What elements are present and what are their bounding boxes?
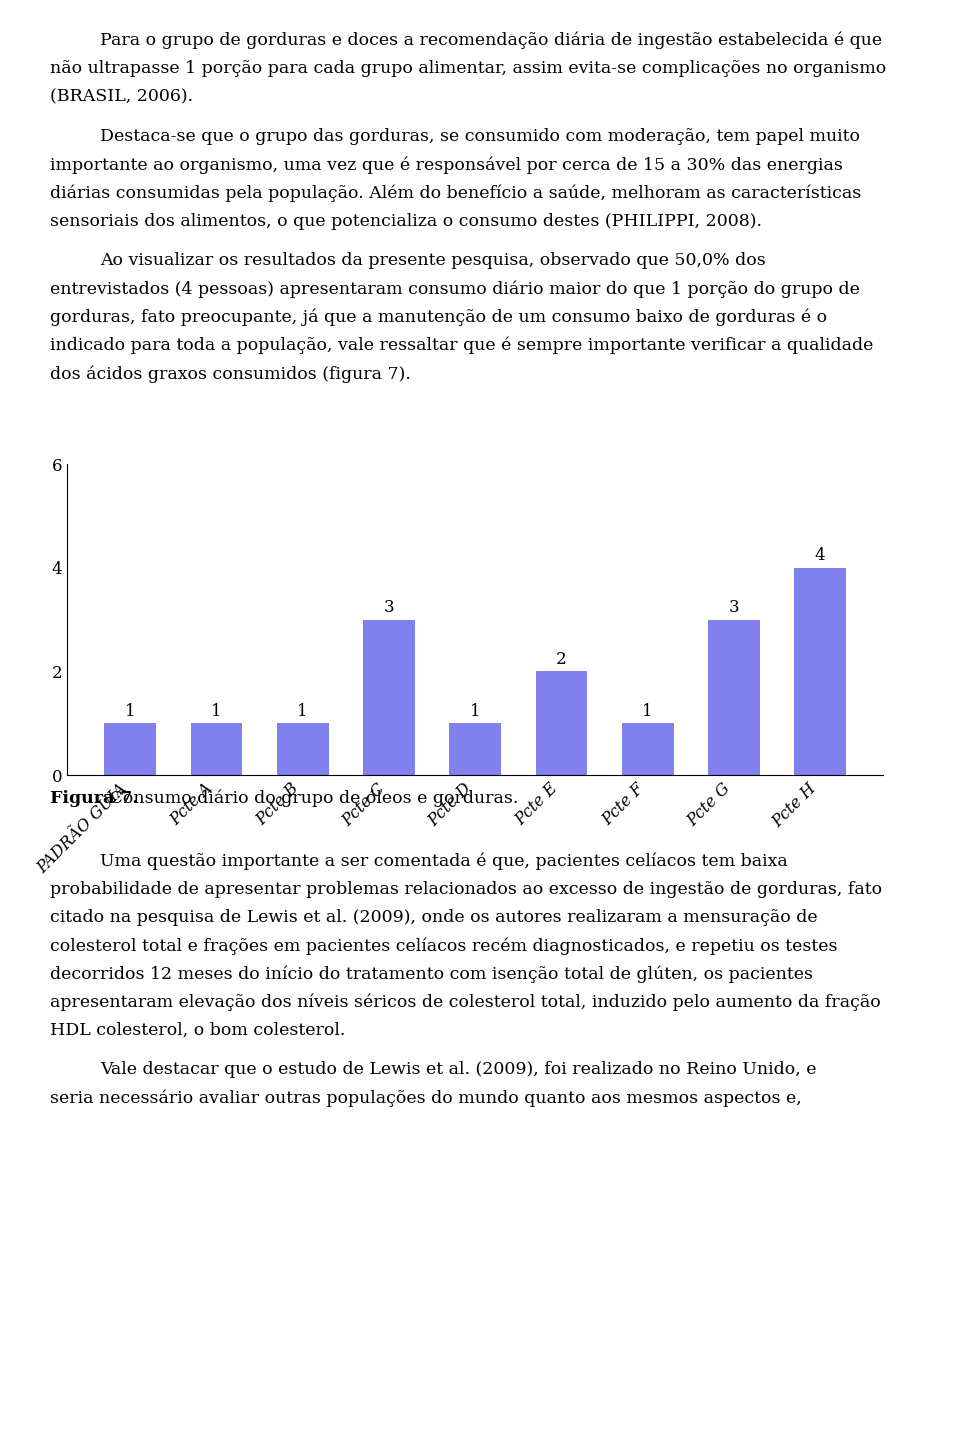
Text: não ultrapasse 1 porção para cada grupo alimentar, assim evita-se complicações n: não ultrapasse 1 porção para cada grupo … [50, 59, 886, 77]
Text: colesterol total e frações em pacientes celíacos recém diagnosticados, e repetiu: colesterol total e frações em pacientes … [50, 937, 837, 954]
Bar [536, 671, 588, 775]
Bar [622, 723, 674, 775]
Text: (BRASIL, 2006).: (BRASIL, 2006). [50, 88, 193, 106]
Bar [190, 723, 242, 775]
Text: dos ácidos graxos consumidos (figura 7).: dos ácidos graxos consumidos (figura 7). [50, 364, 411, 383]
Text: 1: 1 [469, 703, 481, 720]
Text: HDL colesterol, o bom colesterol.: HDL colesterol, o bom colesterol. [50, 1021, 346, 1038]
Text: decorridos 12 meses do início do tratamento com isenção total de glúten, os paci: decorridos 12 meses do início do tratame… [50, 964, 813, 983]
Text: 4: 4 [815, 547, 826, 564]
Text: importante ao organismo, uma vez que é responsável por cerca de 15 a 30% das ene: importante ao organismo, uma vez que é r… [50, 156, 843, 174]
Text: indicado para toda a população, vale ressaltar que é sempre importante verificar: indicado para toda a população, vale res… [50, 337, 874, 354]
Text: diárias consumidas pela população. Além do benefício a saúde, melhoram as caract: diárias consumidas pela população. Além … [50, 184, 861, 202]
Text: apresentaram elevação dos níveis séricos de colesterol total, induzido pelo aume: apresentaram elevação dos níveis séricos… [50, 993, 880, 1011]
Text: Ao visualizar os resultados da presente pesquisa, observado que 50,0% dos: Ao visualizar os resultados da presente … [100, 252, 765, 269]
Text: 3: 3 [729, 599, 739, 616]
Text: 1: 1 [642, 703, 653, 720]
Text: Consumo diário do grupo de óleos e gorduras.: Consumo diário do grupo de óleos e gordu… [105, 790, 518, 807]
Text: 3: 3 [384, 599, 395, 616]
Text: Vale destacar que o estudo de Lewis et al. (2009), foi realizado no Reino Unido,: Vale destacar que o estudo de Lewis et a… [100, 1061, 816, 1079]
Text: citado na pesquisa de Lewis et al. (2009), onde os autores realizaram a mensuraç: citado na pesquisa de Lewis et al. (2009… [50, 908, 818, 925]
Text: 2: 2 [556, 651, 566, 668]
Text: entrevistados (4 pessoas) apresentaram consumo diário maior do que 1 porção do g: entrevistados (4 pessoas) apresentaram c… [50, 281, 860, 298]
Text: Para o grupo de gorduras e doces a recomendação diária de ingestão estabelecida : Para o grupo de gorduras e doces a recom… [100, 32, 882, 49]
Text: Uma questão importante a ser comentada é que, pacientes celíacos tem baixa: Uma questão importante a ser comentada é… [100, 852, 787, 870]
Text: seria necessário avaliar outras populações do mundo quanto aos mesmos aspectos e: seria necessário avaliar outras populaçõ… [50, 1089, 802, 1108]
Text: 1: 1 [298, 703, 308, 720]
Bar [363, 619, 415, 775]
Bar [794, 568, 846, 775]
Text: sensoriais dos alimentos, o que potencializa o consumo destes (PHILIPPI, 2008).: sensoriais dos alimentos, o que potencia… [50, 213, 762, 230]
Text: gorduras, fato preocupante, já que a manutenção de um consumo baixo de gorduras : gorduras, fato preocupante, já que a man… [50, 308, 828, 327]
Bar [276, 723, 328, 775]
Text: probabilidade de apresentar problemas relacionados ao excesso de ingestão de gor: probabilidade de apresentar problemas re… [50, 881, 882, 898]
Text: Figura 7.: Figura 7. [50, 790, 138, 807]
Bar [105, 723, 156, 775]
Text: 1: 1 [211, 703, 222, 720]
Bar [449, 723, 501, 775]
Bar [708, 619, 760, 775]
Text: Destaca-se que o grupo das gorduras, se consumido com moderação, tem papel muito: Destaca-se que o grupo das gorduras, se … [100, 127, 860, 145]
Text: 1: 1 [125, 703, 135, 720]
